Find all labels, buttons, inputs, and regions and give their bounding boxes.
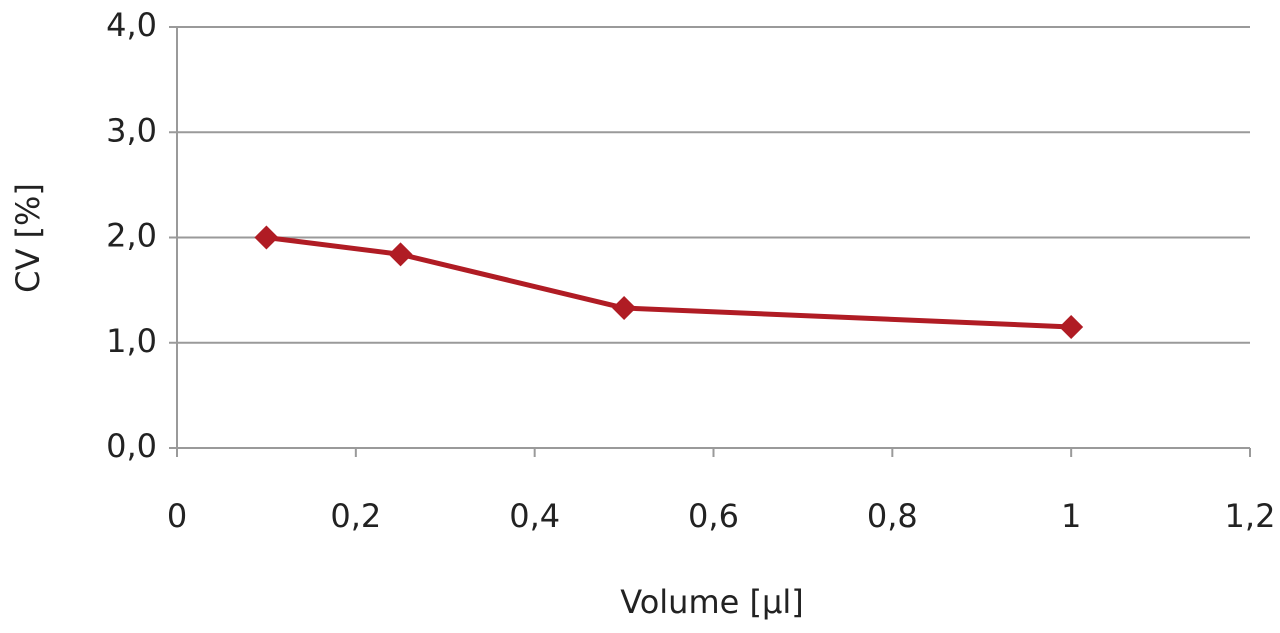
x-axis-title: Volume [µl]	[620, 583, 803, 621]
x-tick-label: 0,8	[867, 497, 918, 535]
x-tick-label: 0,2	[330, 497, 381, 535]
data-marker	[612, 296, 637, 321]
y-tick-label: 1,0	[106, 322, 157, 360]
x-tick-label: 1,2	[1225, 497, 1276, 535]
data-line	[266, 235, 1072, 330]
y-tick-label: 3,0	[106, 111, 157, 149]
y-tick-label: 2,0	[106, 217, 157, 255]
y-axis-title: CV [%]	[9, 183, 47, 293]
x-tick-label: 0	[167, 497, 187, 535]
y-tick-label: 0,0	[106, 427, 157, 465]
x-tick-label: 0,6	[688, 497, 739, 535]
x-tick-label: 0,4	[509, 497, 560, 535]
x-tick-label: 1	[1061, 497, 1081, 535]
data-marker	[254, 225, 279, 250]
data-marker	[1059, 314, 1084, 339]
y-tick-label: 4,0	[106, 6, 157, 44]
data-marker	[388, 242, 413, 267]
